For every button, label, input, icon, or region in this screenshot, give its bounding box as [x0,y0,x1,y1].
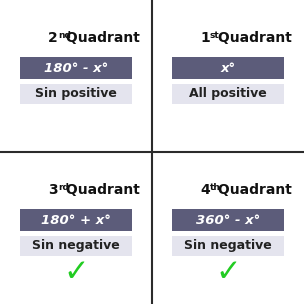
Text: rd: rd [58,183,69,192]
Text: 180° - x°: 180° - x° [44,61,108,74]
FancyBboxPatch shape [172,209,284,231]
Text: th: th [210,183,221,192]
Text: 360° - x°: 360° - x° [196,213,260,226]
Text: ✓: ✓ [215,257,241,286]
Text: Quadrant: Quadrant [61,31,140,45]
Text: Sin positive: Sin positive [35,88,117,101]
FancyBboxPatch shape [20,209,132,231]
FancyBboxPatch shape [20,57,132,79]
Text: x°: x° [220,61,236,74]
Text: st: st [210,31,220,40]
FancyBboxPatch shape [20,84,132,104]
Text: All positive: All positive [189,88,267,101]
Text: 4: 4 [200,183,210,197]
Text: 1: 1 [200,31,210,45]
FancyBboxPatch shape [172,84,284,104]
Text: 180° + x°: 180° + x° [41,213,111,226]
Text: Quadrant: Quadrant [213,183,292,197]
Text: Quadrant: Quadrant [213,31,292,45]
FancyBboxPatch shape [172,236,284,256]
Text: ✓: ✓ [63,257,89,286]
Text: Sin negative: Sin negative [32,240,120,253]
Text: Sin negative: Sin negative [184,240,272,253]
FancyBboxPatch shape [172,57,284,79]
Text: 2: 2 [48,31,58,45]
FancyBboxPatch shape [20,236,132,256]
Text: nd: nd [58,31,71,40]
Text: Quadrant: Quadrant [61,183,140,197]
Text: 3: 3 [48,183,58,197]
